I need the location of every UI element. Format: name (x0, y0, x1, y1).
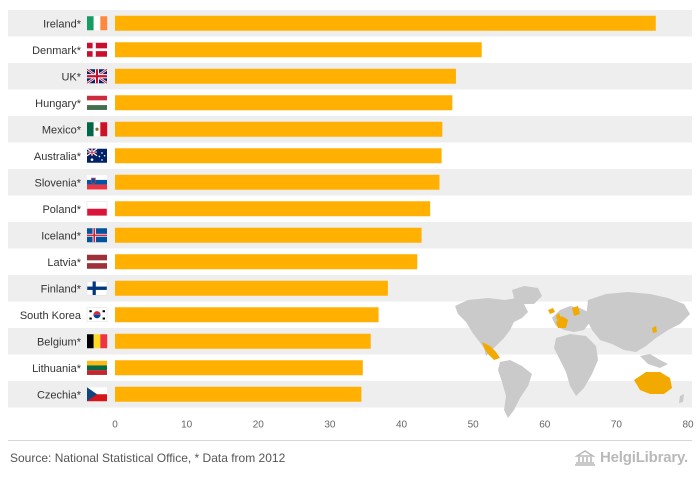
bar (115, 280, 388, 296)
map-korea (652, 326, 657, 333)
flag-hu-icon (87, 95, 107, 110)
x-tick-label: 0 (112, 420, 118, 431)
x-tick-label: 30 (324, 420, 336, 431)
category-label: Mexico* (42, 124, 82, 136)
category-label: Finland* (41, 283, 82, 295)
category-label: UK* (61, 71, 81, 83)
category-label: Australia* (34, 151, 82, 163)
bar (115, 254, 418, 270)
category-label: Slovenia* (35, 177, 82, 189)
map-iceland (548, 308, 555, 314)
flag-fi-icon (86, 281, 108, 296)
x-tick-label: 10 (181, 420, 193, 431)
brand-name: HelgiLibrary. (600, 449, 688, 466)
source-note: Source: National Statistical Office, * D… (10, 451, 286, 465)
x-tick-label: 20 (253, 420, 265, 431)
flag-lt-icon (87, 360, 107, 375)
flag-kr-icon (86, 307, 108, 322)
bar (115, 15, 656, 31)
flag-gb-icon (86, 68, 108, 85)
flag-pl-icon (86, 201, 108, 216)
map-new-zealand (679, 394, 684, 403)
bar (115, 386, 362, 402)
category-label: Belgium* (37, 336, 82, 348)
category-label: Lithuania* (32, 363, 82, 375)
map-ireland-uk (556, 313, 561, 320)
category-label: Denmark* (32, 45, 82, 57)
bar (115, 121, 443, 137)
bar (115, 360, 363, 376)
map-mexico (482, 342, 500, 360)
footer-divider (8, 440, 692, 441)
bar (115, 68, 456, 84)
flag-si-icon (87, 175, 107, 190)
flag-mx-icon (87, 122, 108, 137)
flag-lv-icon (87, 254, 107, 269)
x-tick-label: 40 (396, 420, 408, 431)
x-tick-label: 80 (682, 420, 694, 431)
bar (115, 95, 453, 111)
bar (115, 148, 442, 164)
x-axis: 0 10 20 30 40 50 60 70 80 (112, 420, 694, 431)
library-building-icon (574, 449, 596, 466)
flag-ie-icon (87, 16, 108, 31)
map-australia (634, 372, 672, 394)
category-label: Czechia* (37, 389, 82, 401)
category-label: Poland* (42, 204, 81, 216)
flag-is-icon (87, 228, 107, 243)
flags (86, 16, 108, 402)
x-tick-label: 70 (611, 420, 623, 431)
bar (115, 227, 422, 243)
map-asia (586, 292, 690, 352)
category-label: Hungary* (35, 98, 82, 110)
x-tick-label: 60 (539, 420, 551, 431)
bar (115, 174, 440, 190)
map-north-america (455, 298, 528, 356)
flag-au-icon (86, 148, 107, 163)
map-south-america (498, 360, 532, 418)
flag-dk-icon (87, 42, 107, 57)
bar (115, 307, 379, 323)
flag-cz-icon (87, 387, 107, 402)
world-map-inset (455, 286, 690, 418)
category-label: Ireland* (43, 18, 82, 30)
category-label: Iceland* (41, 230, 81, 242)
category-label: Latvia* (47, 257, 81, 269)
map-europe-highlight-north (572, 306, 580, 316)
x-tick-label: 50 (468, 420, 480, 431)
category-label: South Korea (20, 310, 82, 322)
category-labels: Ireland* Denmark* UK* Hungary* Mexico* Austra… (20, 18, 82, 401)
map-greenland (512, 286, 542, 304)
flag-be-icon (87, 334, 108, 349)
bars (115, 15, 656, 402)
brand-logo: HelgiLibrary. (574, 449, 688, 466)
bar (115, 333, 371, 349)
map-southeast-asia (640, 354, 668, 368)
bar (115, 201, 431, 217)
bar (115, 42, 482, 58)
map-africa (554, 334, 598, 396)
